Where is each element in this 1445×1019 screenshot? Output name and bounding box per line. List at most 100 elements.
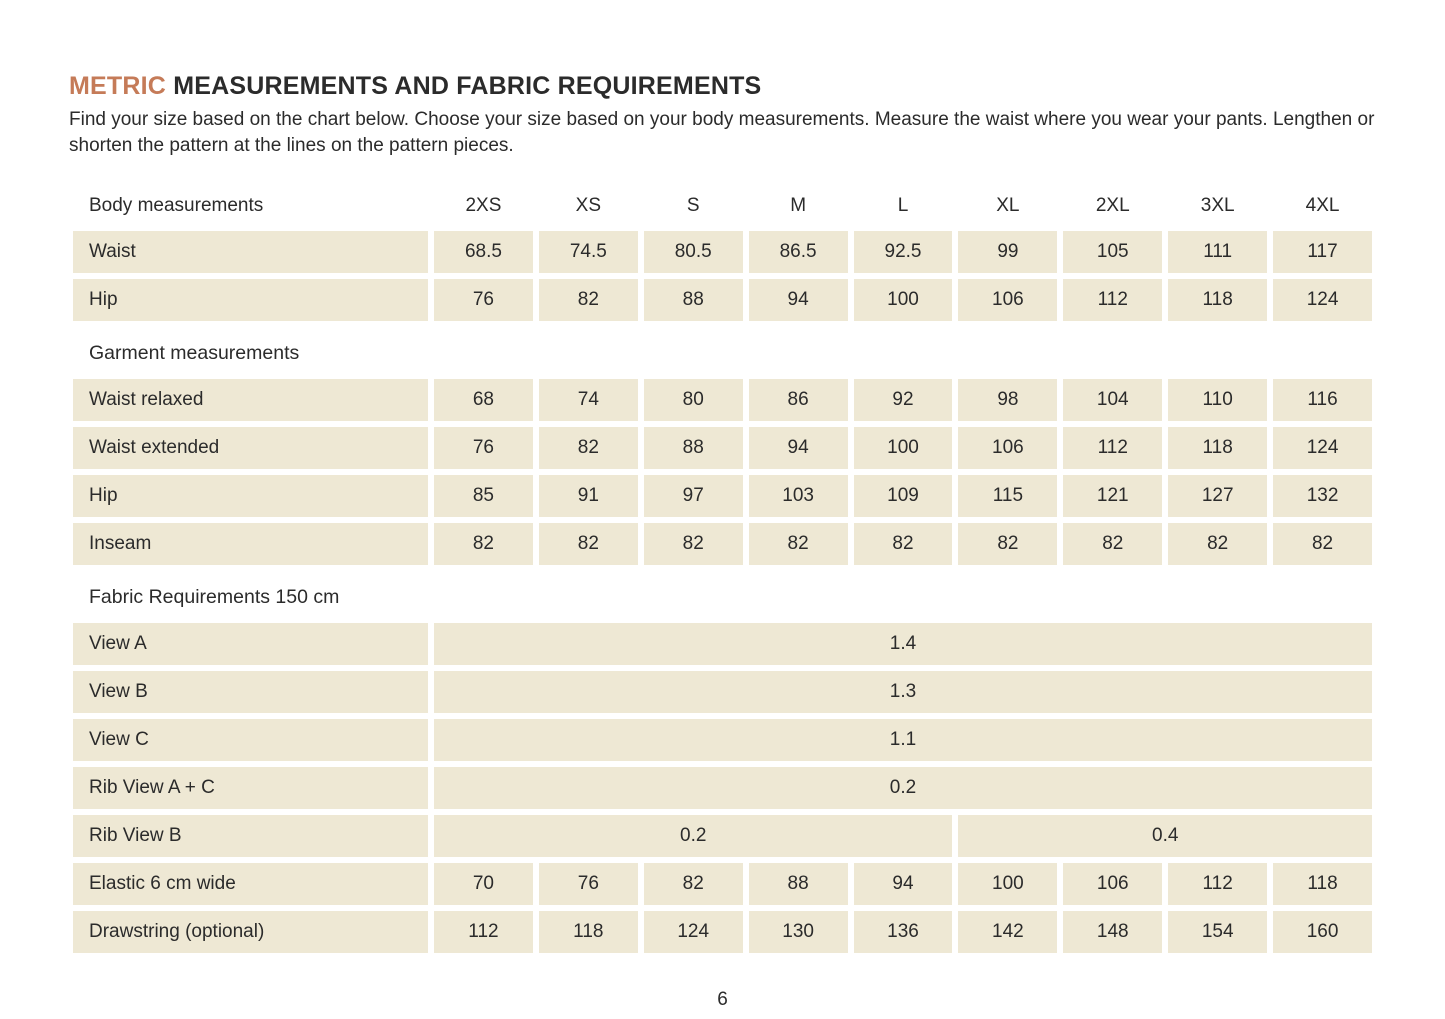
cell-value: 121 <box>1063 475 1163 517</box>
cell-value-fullspan: 0.2 <box>434 767 1372 809</box>
cell-value: 98 <box>958 379 1058 421</box>
size-column-header: XS <box>575 195 601 216</box>
cell-value: 99 <box>958 231 1058 273</box>
cell-value: 97 <box>643 475 743 517</box>
row-label: Drawstring (optional) <box>73 911 428 953</box>
cell-value: 118 <box>1168 279 1268 321</box>
row-label: Hip <box>73 475 428 517</box>
size-column-header: 2XS <box>465 195 502 216</box>
size-column-header: 4XL <box>1305 195 1340 216</box>
row-label: Waist relaxed <box>73 379 428 421</box>
cell-value: 94 <box>853 863 953 905</box>
page-number: 6 <box>717 989 728 1010</box>
cell-value: 154 <box>1168 911 1268 953</box>
cell-value: 74.5 <box>538 231 638 273</box>
cell-value: 76 <box>538 863 638 905</box>
cell-value: 106 <box>958 279 1058 321</box>
cell-value: 92 <box>853 379 953 421</box>
table-row-rib-view-a-c: Rib View A + C 0.2 <box>73 767 1372 809</box>
cell-value: 68 <box>434 379 533 421</box>
cell-value: 103 <box>748 475 848 517</box>
table-row-rib-view-b: Rib View B 0.2 0.4 <box>73 815 1372 857</box>
table-row-inseam: Inseam 82 82 82 82 82 82 82 82 82 <box>73 523 1372 565</box>
size-column-header: M <box>790 195 807 216</box>
cell-value: 82 <box>748 523 848 565</box>
cell-value: 82 <box>1168 523 1268 565</box>
cell-value: 82 <box>538 279 638 321</box>
table-row-view-b: View B 1.3 <box>73 671 1372 713</box>
cell-value: 142 <box>958 911 1058 953</box>
cell-value: 160 <box>1273 911 1372 953</box>
cell-value: 100 <box>853 427 953 469</box>
cell-value: 112 <box>1168 863 1268 905</box>
cell-value: 104 <box>1063 379 1163 421</box>
cell-value: 112 <box>1063 427 1163 469</box>
table-row-waist-relaxed: Waist relaxed 68 74 80 86 92 98 104 110 … <box>73 379 1372 421</box>
row-label: Waist <box>73 231 428 273</box>
table-row-hip: Hip 76 82 88 94 100 106 112 118 124 <box>73 279 1372 321</box>
cell-value: 94 <box>748 279 848 321</box>
table-row-drawstring: Drawstring (optional) 112 118 124 130 13… <box>73 911 1372 953</box>
table-row-waist: Waist 68.5 74.5 80.5 86.5 92.5 99 105 11… <box>73 231 1372 273</box>
cell-value: 109 <box>853 475 953 517</box>
cell-value: 82 <box>853 523 953 565</box>
table-row-garment-hip: Hip 85 91 97 103 109 115 121 127 132 <box>73 475 1372 517</box>
cell-value: 110 <box>1168 379 1268 421</box>
cell-value: 80 <box>643 379 743 421</box>
cell-value: 124 <box>1273 427 1372 469</box>
intro-text: Find your size based on the chart below.… <box>69 109 1375 156</box>
cell-value-fullspan: 1.4 <box>434 623 1372 665</box>
size-column-header: XL <box>996 195 1020 216</box>
title-accent: METRIC <box>69 72 167 100</box>
cell-value: 132 <box>1273 475 1372 517</box>
cell-value: 112 <box>1063 279 1163 321</box>
cell-value: 105 <box>1063 231 1163 273</box>
size-column-header: S <box>686 195 700 216</box>
table-header-row: Body measurements 2XS XS S M L XL 2XL 3X… <box>73 179 1372 225</box>
cell-value: 82 <box>643 523 743 565</box>
cell-value: 82 <box>643 863 743 905</box>
section-row-garment: Garment measurements <box>73 327 1372 379</box>
cell-value: 92.5 <box>853 231 953 273</box>
cell-value: 82 <box>1063 523 1163 565</box>
cell-value-fullspan: 1.1 <box>434 719 1372 761</box>
size-chart-table: Body measurements 2XS XS S M L XL 2XL 3X… <box>73 179 1372 953</box>
cell-value: 82 <box>538 523 638 565</box>
cell-value: 88 <box>643 279 743 321</box>
cell-value-left-span: 0.2 <box>434 815 953 857</box>
cell-value: 82 <box>958 523 1058 565</box>
cell-value: 136 <box>853 911 953 953</box>
section-header-garment-measurements: Garment measurements <box>89 341 300 364</box>
title-rest: MEASUREMENTS AND FABRIC REQUIREMENTS <box>173 72 762 100</box>
cell-value: 148 <box>1063 911 1163 953</box>
cell-value: 82 <box>538 427 638 469</box>
row-label: Inseam <box>73 523 428 565</box>
section-header-fabric-requirements: Fabric Requirements 150 cm <box>89 585 340 608</box>
row-label: Elastic 6 cm wide <box>73 863 428 905</box>
cell-value-fullspan: 1.3 <box>434 671 1372 713</box>
section-row-fabric: Fabric Requirements 150 cm <box>73 571 1372 623</box>
cell-value: 70 <box>434 863 533 905</box>
size-column-header: 3XL <box>1200 195 1235 216</box>
cell-value: 106 <box>958 427 1058 469</box>
cell-value: 68.5 <box>434 231 533 273</box>
cell-value: 100 <box>958 863 1058 905</box>
cell-value: 124 <box>643 911 743 953</box>
cell-value: 76 <box>434 279 533 321</box>
cell-value: 82 <box>1273 523 1372 565</box>
cell-value: 88 <box>748 863 848 905</box>
size-column-header: 2XL <box>1095 195 1130 216</box>
cell-value: 100 <box>853 279 953 321</box>
cell-value: 112 <box>434 911 533 953</box>
cell-value: 88 <box>643 427 743 469</box>
size-column-header: L <box>897 195 909 216</box>
cell-value: 86 <box>748 379 848 421</box>
cell-value: 118 <box>538 911 638 953</box>
cell-value: 124 <box>1273 279 1372 321</box>
page-title: METRIC MEASUREMENTS AND FABRIC REQUIREME… <box>69 72 1375 101</box>
cell-value: 115 <box>958 475 1058 517</box>
table-row-view-c: View C 1.1 <box>73 719 1372 761</box>
page-content: METRIC MEASUREMENTS AND FABRIC REQUIREME… <box>69 72 1375 959</box>
row-label: View B <box>73 671 428 713</box>
table-row-waist-extended: Waist extended 76 82 88 94 100 106 112 1… <box>73 427 1372 469</box>
